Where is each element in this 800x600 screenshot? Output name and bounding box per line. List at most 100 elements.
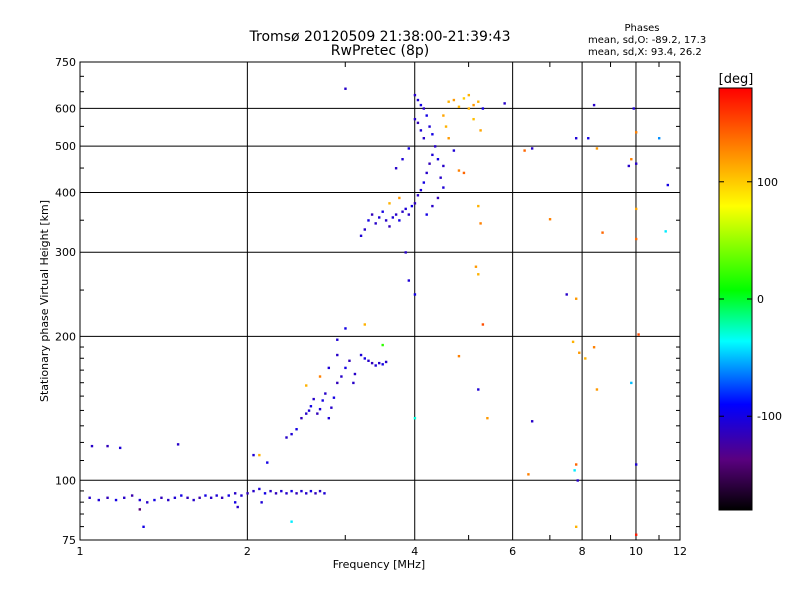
data-point bbox=[433, 145, 437, 148]
grid-lines bbox=[80, 62, 680, 540]
data-point bbox=[595, 147, 599, 150]
data-point bbox=[363, 357, 366, 360]
data-point bbox=[142, 525, 145, 529]
data-point bbox=[416, 98, 420, 102]
data-point bbox=[180, 494, 183, 497]
data-point bbox=[431, 133, 434, 136]
data-point bbox=[442, 114, 445, 117]
data-point bbox=[352, 381, 355, 385]
data-point bbox=[252, 489, 255, 493]
x-axis-ticks: 1 2 4 6 8 10 12 bbox=[77, 62, 687, 558]
data-point bbox=[595, 388, 599, 391]
data-point bbox=[336, 353, 339, 357]
data-point bbox=[477, 100, 480, 103]
data-point bbox=[413, 293, 417, 296]
data-point bbox=[344, 366, 347, 370]
x-tick-label: 4 bbox=[411, 545, 418, 558]
data-point bbox=[381, 363, 384, 366]
data-point bbox=[344, 87, 347, 90]
data-point bbox=[370, 361, 374, 365]
data-point bbox=[634, 131, 638, 134]
data-point bbox=[388, 202, 391, 205]
data-point bbox=[300, 416, 303, 420]
data-point bbox=[574, 525, 578, 529]
colorbar-tick-label: 0 bbox=[757, 293, 764, 306]
data-point bbox=[130, 494, 134, 497]
data-point bbox=[309, 489, 313, 493]
data-point bbox=[138, 508, 142, 511]
data-point bbox=[290, 432, 293, 436]
phase-stats-x: mean, sd,X: 93.4, 26.2 bbox=[588, 47, 702, 58]
data-point bbox=[481, 323, 485, 326]
data-point bbox=[530, 420, 534, 423]
data-point bbox=[118, 446, 122, 450]
data-point bbox=[452, 149, 456, 152]
data-point bbox=[260, 501, 263, 504]
data-point bbox=[324, 392, 327, 395]
data-point bbox=[431, 153, 434, 157]
data-point bbox=[404, 251, 407, 254]
data-point bbox=[634, 533, 638, 536]
data-point bbox=[295, 492, 298, 495]
plot-frame bbox=[79, 61, 681, 541]
data-point bbox=[634, 463, 638, 466]
data-point bbox=[378, 361, 381, 365]
data-point bbox=[332, 396, 336, 399]
y-tick-label: 100 bbox=[55, 474, 76, 487]
data-point bbox=[106, 496, 109, 499]
data-point bbox=[425, 171, 428, 175]
data-point bbox=[344, 327, 347, 330]
data-point bbox=[236, 505, 239, 509]
data-point bbox=[252, 453, 255, 457]
data-point bbox=[321, 399, 324, 402]
data-point bbox=[413, 416, 417, 420]
data-point bbox=[548, 218, 552, 221]
data-point bbox=[527, 473, 530, 476]
data-point bbox=[584, 357, 587, 360]
data-point bbox=[290, 520, 293, 523]
data-point bbox=[444, 125, 448, 128]
data-point bbox=[447, 100, 450, 103]
data-point bbox=[359, 353, 363, 357]
data-point bbox=[192, 498, 195, 502]
data-point bbox=[657, 137, 661, 140]
data-point bbox=[233, 492, 237, 495]
data-point bbox=[167, 498, 170, 502]
data-point bbox=[363, 228, 366, 231]
x-tick-label: 10 bbox=[629, 545, 643, 558]
data-point bbox=[472, 117, 475, 121]
data-point bbox=[305, 384, 308, 387]
data-point bbox=[398, 196, 401, 200]
data-point bbox=[462, 171, 466, 175]
data-point bbox=[367, 359, 370, 362]
data-point bbox=[263, 492, 267, 495]
data-point bbox=[419, 103, 423, 107]
x-tick-label: 6 bbox=[509, 545, 516, 558]
data-point bbox=[664, 230, 667, 233]
y-axis-ticks: 75 100 200 300 400 500 600 750 bbox=[55, 56, 680, 547]
data-point bbox=[576, 479, 579, 482]
colorbar-tick-label: 100 bbox=[757, 176, 778, 189]
data-point bbox=[632, 107, 635, 110]
data-point bbox=[565, 293, 568, 296]
data-point bbox=[578, 351, 581, 354]
data-point bbox=[457, 354, 461, 358]
data-point bbox=[240, 494, 243, 497]
data-point bbox=[401, 158, 404, 161]
data-point bbox=[173, 496, 177, 499]
data-point bbox=[340, 375, 343, 378]
data-point bbox=[627, 164, 631, 168]
data-point bbox=[477, 204, 480, 208]
y-tick-label: 300 bbox=[55, 246, 76, 259]
data-point bbox=[472, 103, 475, 107]
data-point bbox=[146, 501, 149, 504]
data-point bbox=[348, 359, 351, 362]
colorbar-label: [deg] bbox=[719, 72, 754, 87]
data-point bbox=[422, 107, 426, 110]
data-point bbox=[462, 97, 466, 100]
data-point bbox=[367, 219, 370, 222]
data-point bbox=[285, 436, 288, 439]
data-point bbox=[666, 183, 670, 187]
data-point bbox=[630, 381, 633, 385]
data-point bbox=[571, 340, 575, 344]
